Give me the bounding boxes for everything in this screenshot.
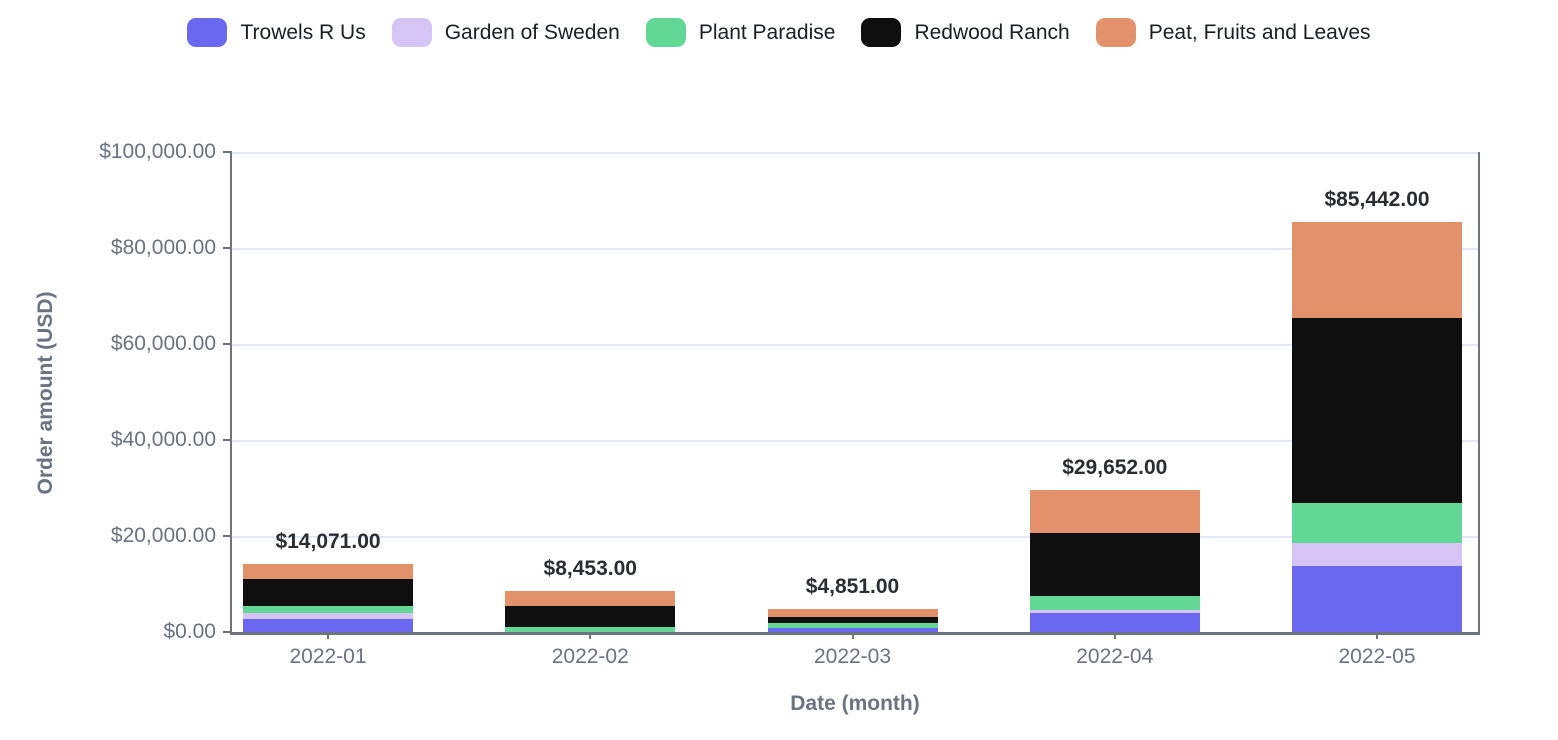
x-axis-tick-label: 2022-05 xyxy=(1338,645,1416,668)
bar-total-label: $4,851.00 xyxy=(805,574,900,598)
legend-item-label: Trowels R Us xyxy=(240,20,366,44)
legend-item-label: Garden of Sweden xyxy=(444,20,620,44)
bar-segment-2022-01-redwood-ranch[interactable] xyxy=(243,579,413,606)
bar-2022-01 xyxy=(243,564,413,632)
gridline xyxy=(232,440,1478,442)
y-axis-title: Order amount (USD) xyxy=(34,291,57,495)
bar-segment-2022-04-garden-of-sweden[interactable] xyxy=(1029,609,1200,614)
gridline xyxy=(232,248,1478,250)
bar-segment-2022-05-peat-fruits-and-leaves[interactable] xyxy=(1292,221,1462,318)
bar-segment-2022-01-garden-of-sweden[interactable] xyxy=(243,612,413,619)
x-axis-tick-label: 2022-01 xyxy=(289,645,367,668)
y-axis-tick-label: $0.00 xyxy=(163,620,216,643)
legend-swatch-icon xyxy=(187,18,228,47)
bar-segment-2022-03-redwood-ranch[interactable] xyxy=(767,616,938,624)
gridline xyxy=(232,152,1478,154)
y-axis-tick xyxy=(223,151,232,154)
x-axis-tick xyxy=(327,632,329,639)
bar-segment-2022-01-peat-fruits-and-leaves[interactable] xyxy=(243,564,413,580)
bar-2022-04 xyxy=(1029,489,1200,632)
plot-area: $0.00 $20,000.00 $40,000.00 $60,000.00 $80,0… xyxy=(99,140,1480,668)
y-axis-tick-label: $20,000.00 xyxy=(110,524,216,547)
x-axis-tick xyxy=(1376,632,1378,639)
bar-segment-2022-03-plant-paradise[interactable] xyxy=(767,623,938,629)
y-axis-tick-label: $40,000.00 xyxy=(110,428,216,451)
legend-item-label: Plant Paradise xyxy=(698,20,836,44)
legend-swatch-icon xyxy=(391,18,432,47)
y-axis-tick xyxy=(223,247,232,249)
y-axis-tick xyxy=(223,343,232,345)
bar-2022-05 xyxy=(1292,221,1462,632)
bar-total-label: $29,652.00 xyxy=(1062,455,1168,479)
x-axis-tick-label: 2022-04 xyxy=(1076,645,1154,668)
legend-item[interactable]: Plant Paradise xyxy=(645,18,836,47)
gridline xyxy=(232,536,1478,538)
x-axis-tick-label: 2022-03 xyxy=(813,645,892,668)
y-axis-tick xyxy=(223,535,232,537)
y-axis-tick-label: $60,000.00 xyxy=(110,332,216,355)
bar-segment-2022-02-peat-fruits-and-leaves[interactable] xyxy=(505,591,676,607)
bar-segment-2022-05-redwood-ranch[interactable] xyxy=(1292,317,1462,503)
bar-segment-2022-03-trowels-r-us[interactable] xyxy=(767,628,938,632)
bar-2022-02 xyxy=(505,591,676,632)
legend-item[interactable]: Redwood Ranch xyxy=(861,18,1070,47)
bar-segment-2022-04-trowels-r-us[interactable] xyxy=(1029,613,1200,632)
bar-segment-2022-02-redwood-ranch[interactable] xyxy=(505,606,676,627)
legend-item[interactable]: Peat, Fruits and Leaves xyxy=(1095,18,1371,47)
bar-segment-2022-01-trowels-r-us[interactable] xyxy=(243,618,413,632)
legend-swatch-icon xyxy=(861,18,902,47)
x-axis-tick xyxy=(851,632,854,639)
bar-segment-2022-02-plant-paradise[interactable] xyxy=(505,626,676,632)
bar-segment-2022-04-redwood-ranch[interactable] xyxy=(1029,532,1200,597)
x-axis-tick xyxy=(589,632,592,639)
x-axis-tick-label: 2022-02 xyxy=(551,645,629,668)
bar-segment-2022-03-peat-fruits-and-leaves[interactable] xyxy=(767,608,938,617)
bar-total-label: $8,453.00 xyxy=(543,557,637,581)
gridline xyxy=(232,344,1478,346)
legend-item-label: Redwood Ranch xyxy=(914,20,1070,44)
legend-swatch-icon xyxy=(1095,18,1136,47)
bar-total-label: $14,071.00 xyxy=(275,530,381,554)
x-axis-tick xyxy=(1113,632,1116,639)
bar-2022-03 xyxy=(767,608,938,632)
bar-total-label: $85,442.00 xyxy=(1324,187,1430,211)
y-axis-tick xyxy=(223,439,232,441)
legend-item[interactable]: Garden of Sweden xyxy=(391,18,620,47)
legend-item[interactable]: Trowels R Us xyxy=(187,18,366,47)
legend-swatch-icon xyxy=(645,18,686,47)
bar-segment-2022-04-peat-fruits-and-leaves[interactable] xyxy=(1029,489,1200,533)
bar-segment-2022-04-plant-paradise[interactable] xyxy=(1029,596,1200,610)
legend-item-label: Peat, Fruits and Leaves xyxy=(1148,20,1371,44)
bar-segment-2022-05-garden-of-sweden[interactable] xyxy=(1292,542,1462,566)
x-axis-title: Date (month) xyxy=(790,692,920,715)
bar-segment-2022-05-trowels-r-us[interactable] xyxy=(1292,566,1462,632)
y-axis-tick-label: $100,000.00 xyxy=(99,140,216,163)
bar-segment-2022-01-plant-paradise[interactable] xyxy=(243,606,413,613)
legend: Trowels R Us Garden of Sweden Plant Paradi… xyxy=(0,18,1558,47)
bar-segment-2022-05-plant-paradise[interactable] xyxy=(1292,502,1462,543)
y-axis-tick xyxy=(223,631,232,633)
y-axis-tick-label: $80,000.00 xyxy=(110,236,216,259)
